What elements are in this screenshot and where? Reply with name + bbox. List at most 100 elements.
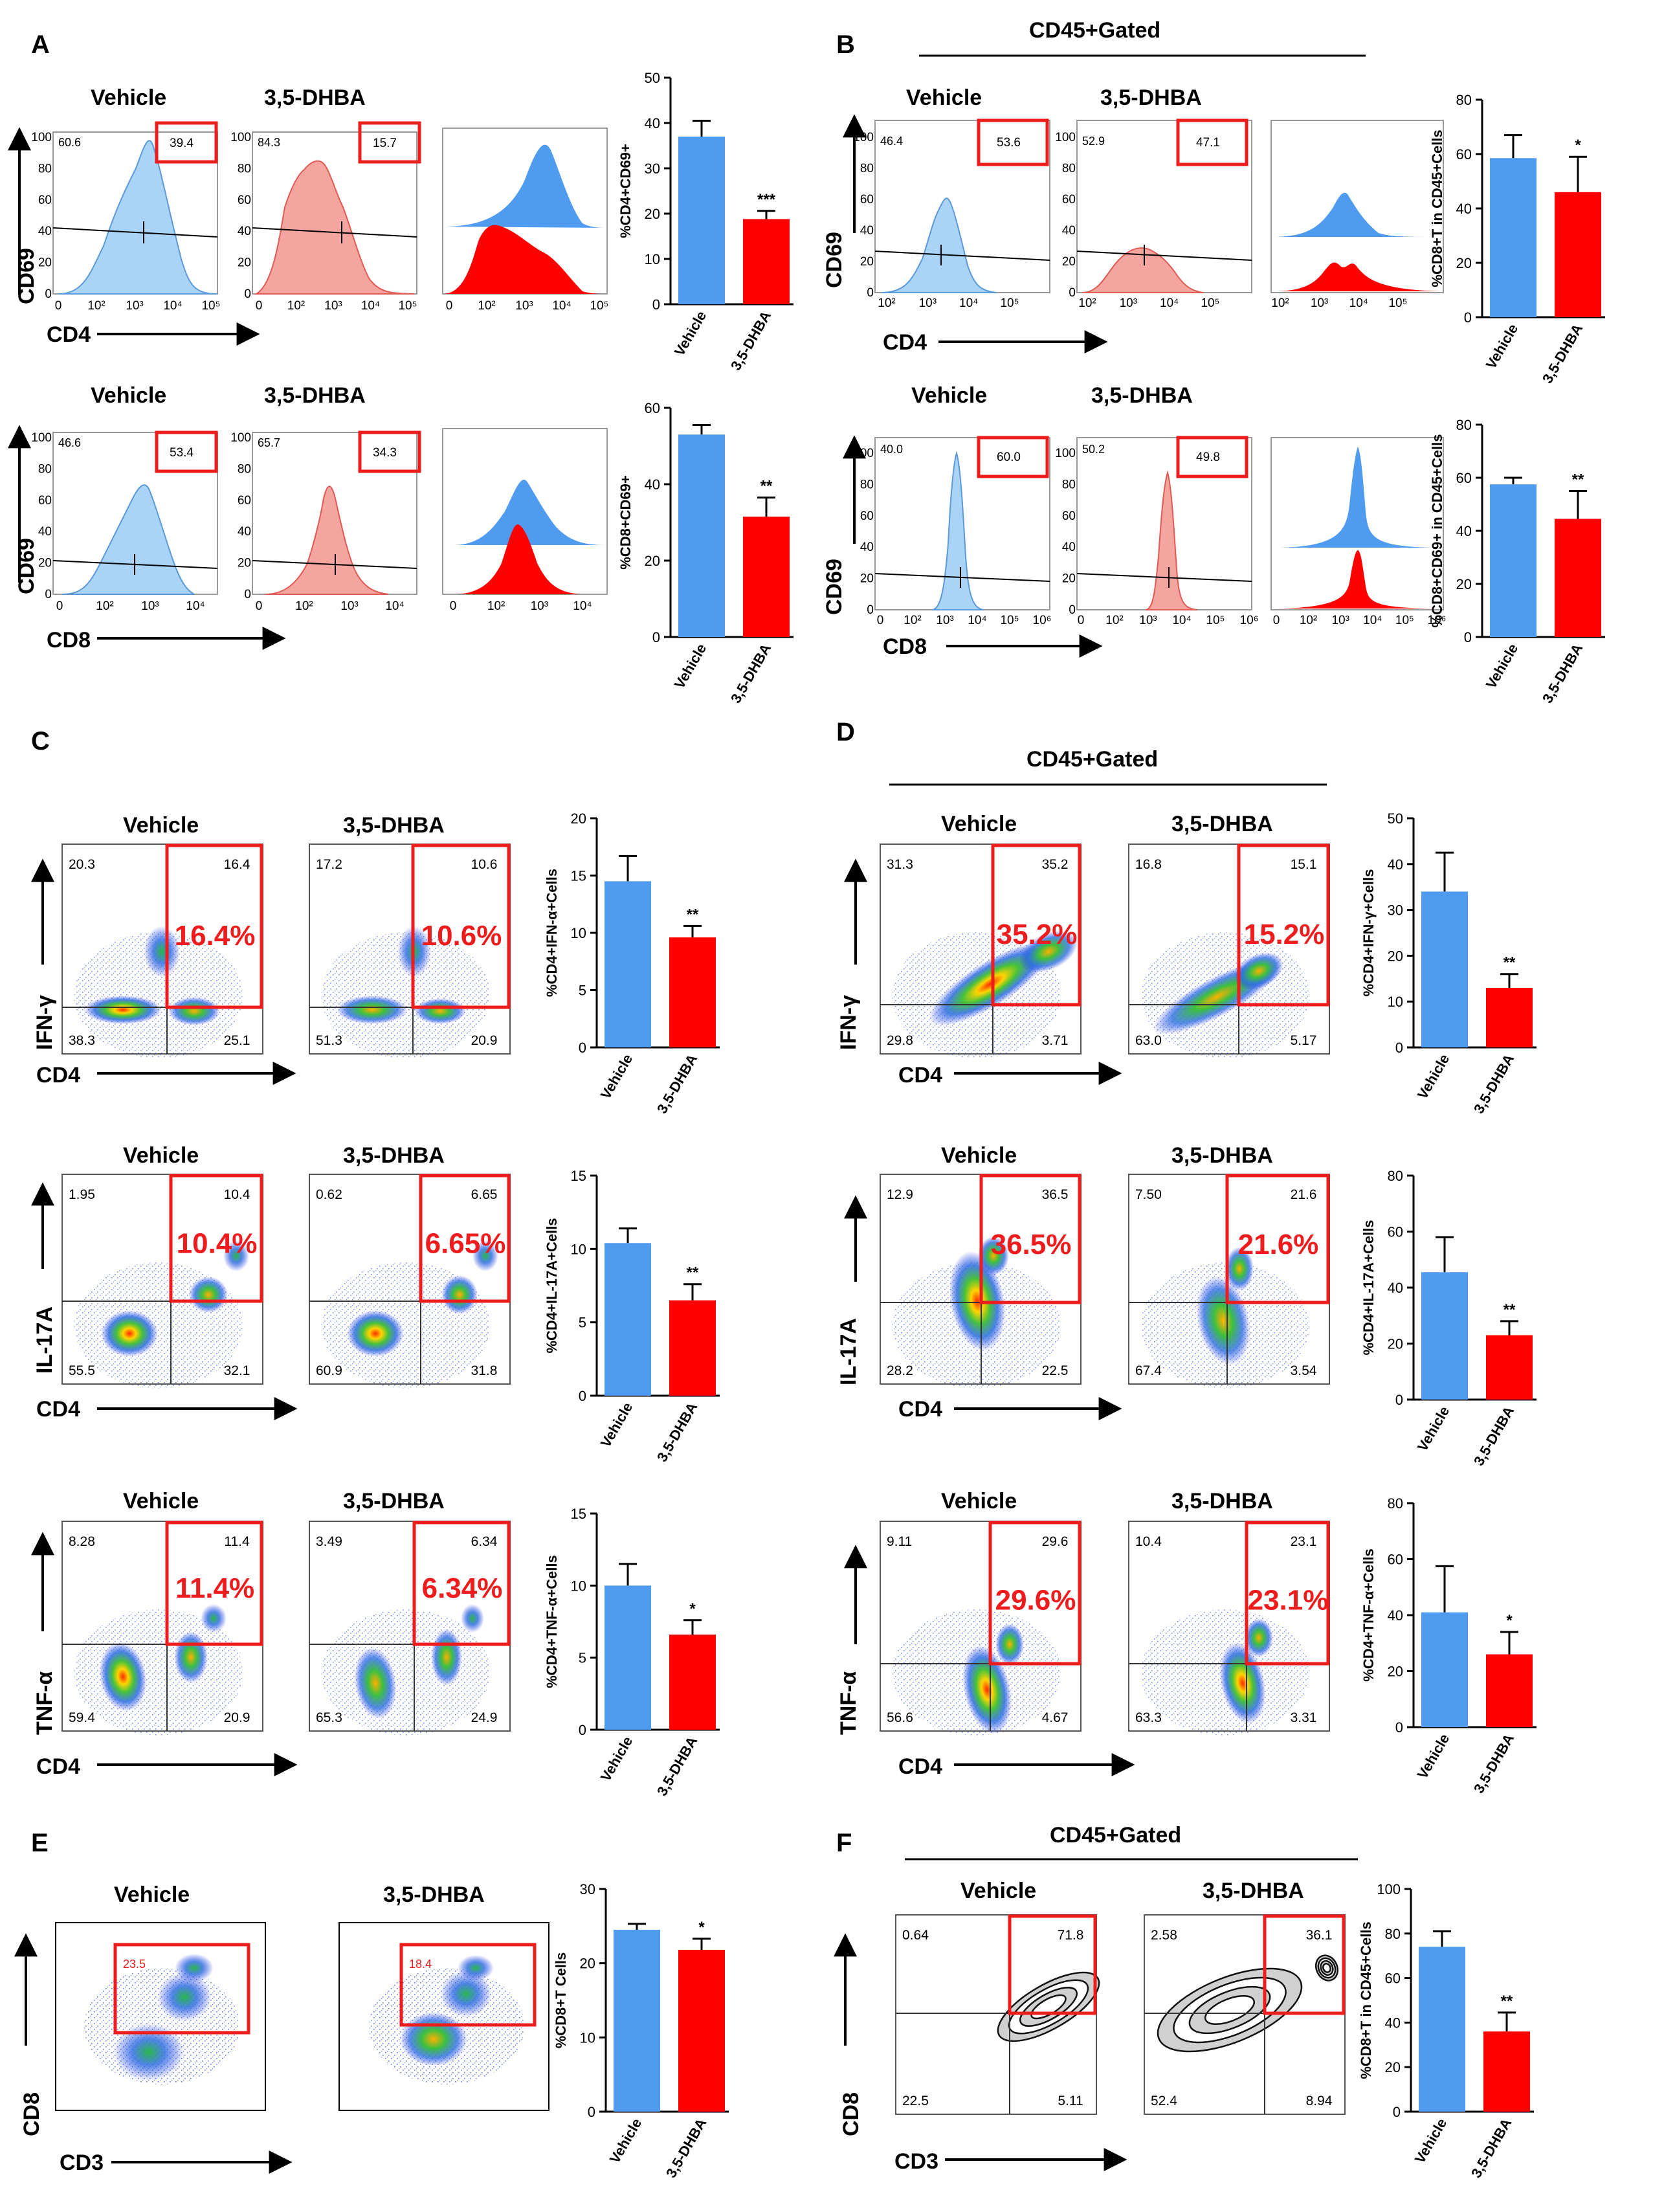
quadrant-value-ul: 0.64 [902, 1928, 929, 1943]
quadrant-value-ur: 6.65 [471, 1187, 498, 1202]
label-vehicle: Vehicle [123, 1143, 199, 1168]
bar-vehicle [1419, 1947, 1465, 2112]
axis-label-cd8: CD8 [839, 2092, 863, 2136]
hist-x-tick: 10⁴ [361, 299, 380, 313]
bar-y-tick: 80 [1385, 1926, 1401, 1942]
quadrant-value-ur: 35.2 [1042, 857, 1069, 872]
significance-marker: ** [1501, 1993, 1513, 2010]
quadrant-value-ll: 67.4 [1135, 1363, 1162, 1378]
scatter-dhba-cd8-cd3: 18.4 [338, 1922, 549, 2111]
hist-y-tick: 0 [867, 286, 874, 300]
svg-text:53.4: 53.4 [170, 446, 194, 460]
quadrant-value-lr: 22.5 [1042, 1363, 1069, 1378]
bar-y-tick: 80 [1388, 1168, 1403, 1184]
bar-x-label: 3,5-DHBA [1470, 1403, 1517, 1468]
quadrant-percent-highlight: 10.6% [421, 920, 502, 952]
axis-label-cd69: CD69 [822, 559, 847, 615]
bar-y-label: %CD4+CD69+ [617, 144, 634, 238]
hist-y-tick: 20 [1062, 255, 1076, 269]
hist-x-tick: 0 [256, 299, 263, 313]
bar-y-tick: 30 [1388, 902, 1403, 919]
hist-y-tick: 40 [38, 525, 52, 539]
quadrant-value-ul: 31.3 [887, 857, 913, 872]
hist-y-tick: 100 [1055, 447, 1076, 460]
hist-y-tick: 20 [38, 256, 52, 270]
bar-y-label: %CD8+T Cells [553, 1952, 569, 2049]
axis-label-cd4: CD4 [36, 1754, 80, 1779]
quadrant-value-ll: 28.2 [887, 1363, 913, 1378]
bar-vehicle [678, 137, 725, 304]
bar-y-tick: 0 [1395, 1392, 1403, 1408]
svg-text:84.3: 84.3 [258, 136, 280, 149]
svg-text:40.0: 40.0 [880, 443, 903, 456]
label-dhba: 3,5-DHBA [264, 85, 366, 110]
quadrant-value-ul: 2.58 [1151, 1928, 1177, 1943]
hist-y-tick: 20 [238, 557, 251, 570]
hist-y-tick: 80 [38, 462, 52, 476]
bar-y-tick: 80 [1456, 92, 1472, 108]
bar-vehicle [605, 1585, 651, 1730]
bar-x-label: Vehicle [1414, 1403, 1453, 1454]
bar-x-label: 3,5-DHBA [1539, 641, 1586, 706]
hist-x-tick: 10⁶ [1428, 614, 1447, 627]
hist-x-tick: 10⁴ [1160, 296, 1179, 310]
label-vehicle: Vehicle [941, 812, 1017, 836]
bar-x-label: Vehicle [1483, 641, 1522, 691]
bar-y-tick: 5 [579, 1315, 586, 1331]
label-dhba: 3,5-DHBA [343, 1489, 445, 1514]
bar-vehicle [1490, 158, 1536, 317]
histogram-vehicle-cd4: 60.6 39.4 [52, 121, 218, 295]
quadrant-percent-highlight: 16.4% [175, 920, 256, 952]
bar-chart-d2: 0 20 40 60 80 %CD4+IL-17A+Cells Vehicle 3,5-DHB… [1360, 1168, 1536, 1468]
quadrant-plot: 16.8 15.1 63.0 5.17 15.2% [1128, 843, 1330, 1058]
bar-x-label: Vehicle [1412, 2116, 1450, 2166]
bar-dhba [669, 937, 716, 1047]
hist-x-tick: 10⁴ [186, 599, 205, 613]
label-dhba: 3,5-DHBA [1171, 812, 1273, 836]
hist-y-tick: 80 [38, 162, 52, 175]
bar-y-tick: 0 [1464, 629, 1472, 645]
hist-y-tick: 20 [238, 256, 251, 270]
hist-x-tick: 10⁴ [385, 599, 404, 613]
label-dhba: 3,5-DHBA [383, 1882, 485, 1907]
significance-marker: ** [687, 1264, 699, 1282]
bar-y-tick: 20 [580, 1956, 595, 1972]
hist-y-tick: 40 [1062, 541, 1076, 554]
hist-y-tick: 60 [1062, 509, 1076, 523]
quadrant-value-ll: 22.5 [902, 2094, 929, 2108]
axis-label-cd8: CD8 [47, 628, 91, 653]
hist-y-tick: 0 [867, 603, 874, 617]
svg-text:65.7: 65.7 [258, 436, 280, 449]
label-vehicle: Vehicle [941, 1489, 1017, 1514]
bar-y-tick: 60 [1388, 1224, 1403, 1240]
hist-x-tick: 10⁵ [201, 299, 220, 313]
bar-x-label: 3,5-DHBA [727, 641, 774, 706]
bar-vehicle [678, 434, 725, 637]
bar-y-tick: 20 [1388, 948, 1403, 964]
bar-vehicle [605, 881, 651, 1047]
bar-dhba [669, 1300, 716, 1396]
bar-vehicle [1421, 1272, 1468, 1400]
panel-b: B CD45+Gated Vehicle 3,5-DHBA Vehicle 3,… [822, 18, 1444, 659]
histogram-overlay-b-cd4 [1270, 120, 1444, 293]
quadrant-plot: 8.28 11.4 59.4 20.9 11.4% [61, 1521, 263, 1736]
hist-x-tick: 10⁵ [1000, 296, 1019, 310]
histogram-overlay-cd8 [442, 428, 608, 595]
panel-header-b: CD45+Gated [1029, 18, 1160, 43]
significance-marker: * [689, 1600, 696, 1618]
hist-y-tick: 80 [1062, 478, 1076, 491]
quadrant-value-lr: 5.17 [1291, 1033, 1317, 1048]
label-vehicle: Vehicle [906, 85, 982, 110]
axis-label-cd8: CD8 [883, 634, 927, 659]
bar-vehicle [1421, 891, 1468, 1047]
significance-marker: * [1575, 137, 1581, 154]
quadrant-plot: 3.49 6.34 65.3 24.9 6.34% [309, 1521, 511, 1736]
quadrant-value-ur: 29.6 [1042, 1534, 1069, 1549]
quadrant-plot: 12.9 36.5 28.2 22.5 36.5% [880, 1174, 1082, 1389]
histogram-vehicle-b-cd8: 40.0 60.0 [874, 436, 1050, 610]
bar-y-tick: 15 [571, 1168, 586, 1184]
quadrant-value-ur: 15.1 [1291, 857, 1317, 872]
quadrant-value-lr: 5.11 [1058, 2094, 1083, 2108]
bar-y-tick: 20 [1388, 1336, 1403, 1352]
quadrant-value-ul: 10.4 [1135, 1534, 1162, 1549]
